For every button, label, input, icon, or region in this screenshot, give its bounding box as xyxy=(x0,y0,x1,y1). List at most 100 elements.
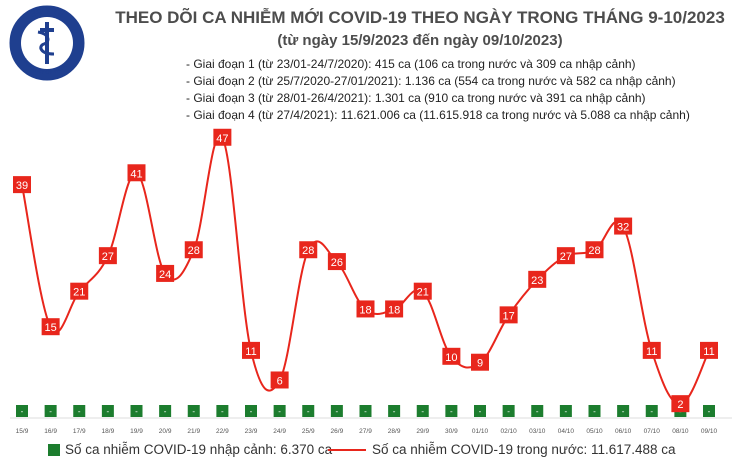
imported-value-label: - xyxy=(364,407,367,416)
domestic-value-label: 18 xyxy=(359,304,371,316)
imported-bar xyxy=(245,405,257,417)
x-tick-label: 04/10 xyxy=(558,428,575,435)
domestic-value-label: 26 xyxy=(331,257,343,269)
domestic-value-label: 11 xyxy=(703,346,714,358)
imported-bar xyxy=(359,405,372,417)
domestic-label-box xyxy=(13,176,31,194)
imported-bar xyxy=(474,405,486,417)
phase-1: - Giai đoạn 1 (từ 23/01-24/7/2020): 415 … xyxy=(186,57,636,71)
domestic-value-label: 21 xyxy=(73,287,85,299)
domestic-label-box xyxy=(356,300,375,318)
imported-value-label: - xyxy=(164,407,167,416)
x-tick-label: 25/9 xyxy=(302,428,315,435)
legend-domestic-label: Số ca nhiễm COVID-19 trong nước: 11.617.… xyxy=(372,442,676,457)
x-tick-label: 02/10 xyxy=(500,428,517,435)
domestic-label-box xyxy=(499,306,518,324)
imported-value-label: - xyxy=(565,407,568,416)
domestic-value-label: 28 xyxy=(302,245,314,257)
imported-value-label: - xyxy=(622,407,625,416)
imported-value-label: - xyxy=(78,407,81,416)
domestic-label-box xyxy=(413,282,432,300)
domestic-label-box xyxy=(156,264,175,282)
imported-bar xyxy=(44,405,57,417)
imported-value-label: - xyxy=(135,407,138,416)
imported-value-label: - xyxy=(221,407,224,416)
imported-value-label: - xyxy=(593,407,596,416)
ministry-of-health-logo xyxy=(9,5,85,81)
imported-bar xyxy=(273,405,286,417)
imported-bar xyxy=(159,405,172,417)
domestic-value-label: 15 xyxy=(45,322,57,334)
domestic-label-box xyxy=(70,282,89,300)
imported-value-label: - xyxy=(107,407,110,416)
x-tick-label: 29/9 xyxy=(416,428,429,435)
x-tick-label: 22/9 xyxy=(216,428,229,435)
domestic-label-box xyxy=(299,241,318,259)
domestic-label-box xyxy=(585,241,604,259)
x-tick-label: 21/9 xyxy=(187,428,200,435)
domestic-label-box xyxy=(642,341,661,359)
imported-value-label: - xyxy=(336,407,339,416)
x-tick-label: 19/9 xyxy=(130,428,143,435)
imported-bar xyxy=(703,405,715,417)
imported-bar xyxy=(101,405,114,417)
x-tick-label: 17/9 xyxy=(73,428,86,435)
domestic-series-line xyxy=(21,134,710,406)
imported-bar xyxy=(187,405,200,417)
imported-bar xyxy=(216,405,229,417)
x-tick-label: 30/9 xyxy=(445,428,458,435)
domestic-value-label: 10 xyxy=(445,352,457,364)
domestic-value-label: 17 xyxy=(503,310,515,322)
domestic-value-label: 11 xyxy=(245,346,256,358)
domestic-value-label: 41 xyxy=(130,168,142,180)
domestic-label-box xyxy=(213,128,232,146)
domestic-value-label: 39 xyxy=(16,180,28,192)
domestic-value-label: 23 xyxy=(531,275,543,287)
imported-value-label: - xyxy=(650,407,653,416)
x-tick-label: 03/10 xyxy=(529,428,546,435)
legend-imported-label: Số ca nhiễm COVID-19 nhập cảnh: 6.370 ca xyxy=(65,442,333,457)
domestic-label-box xyxy=(270,371,289,389)
domestic-value-label: 27 xyxy=(102,251,114,263)
domestic-label-box xyxy=(184,241,203,259)
imported-value-label: - xyxy=(421,407,424,416)
imported-bar xyxy=(445,405,458,417)
domestic-label-box xyxy=(98,247,117,265)
domestic-label-box xyxy=(556,247,575,265)
x-tick-label: 08/10 xyxy=(672,428,689,435)
imported-bar xyxy=(559,405,572,417)
x-tick-label: 20/9 xyxy=(159,428,172,435)
x-tick-label: 28/9 xyxy=(388,428,401,435)
imported-bar xyxy=(502,405,515,417)
imported-bar xyxy=(388,405,401,417)
x-tick-label: 07/10 xyxy=(644,428,661,435)
imported-value-label: - xyxy=(49,407,52,416)
domestic-value-label: 47 xyxy=(216,133,228,145)
imported-value-label: - xyxy=(250,407,253,416)
x-tick-label: 24/9 xyxy=(273,428,286,435)
phase-3: - Giai đoạn 3 (từ 28/01-26/4/2021): 1.30… xyxy=(186,91,646,105)
domestic-value-label: 9 xyxy=(477,358,483,370)
imported-value-label: - xyxy=(708,407,711,416)
imported-value-label: - xyxy=(536,407,539,416)
x-tick-label: 23/9 xyxy=(245,428,258,435)
domestic-label-box xyxy=(671,395,690,413)
imported-bar xyxy=(617,405,630,417)
domestic-label-box xyxy=(614,217,633,235)
imported-bar xyxy=(531,405,544,417)
x-tick-label: 01/10 xyxy=(472,428,489,435)
x-tick-label: 18/9 xyxy=(102,428,115,435)
imported-bar xyxy=(330,405,343,417)
phase-4: - Giai đoạn 4 (từ 27/4/2021): 11.621.006… xyxy=(186,108,690,122)
domestic-label-box xyxy=(242,341,260,359)
imported-value-label: - xyxy=(307,407,310,416)
imported-value-label: - xyxy=(21,407,24,416)
domestic-value-label: 21 xyxy=(417,287,429,299)
legend-imported: Số ca nhiễm COVID-19 nhập cảnh: 6.370 ca xyxy=(48,442,332,457)
domestic-value-label: 32 xyxy=(617,222,629,234)
imported-bar xyxy=(416,405,429,417)
domestic-label-box xyxy=(700,341,718,359)
chart-subtitle: (từ ngày 15/9/2023 đến ngày 09/10/2023) xyxy=(277,32,563,49)
domestic-label-box xyxy=(442,347,461,365)
